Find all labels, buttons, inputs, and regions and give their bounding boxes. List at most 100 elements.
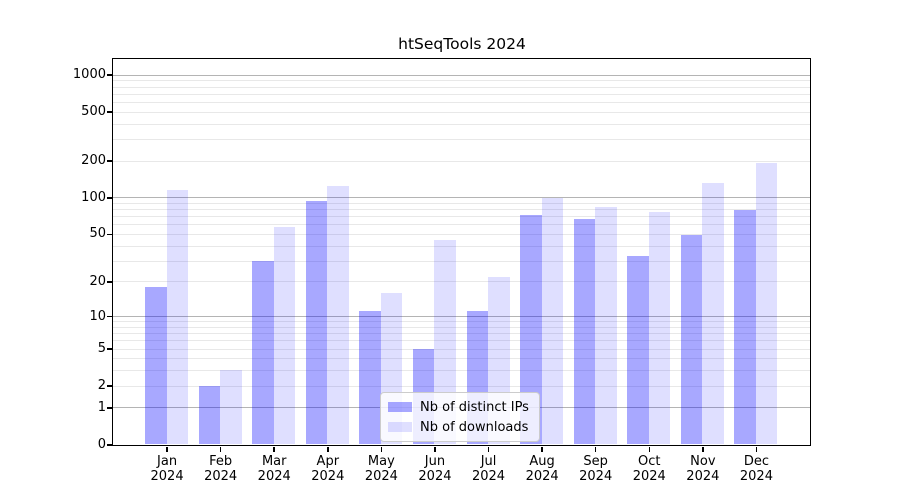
- bar-distinct-ips: [198, 385, 221, 445]
- y-tick-mark: [107, 111, 112, 113]
- x-tick-month: Jul: [480, 454, 497, 469]
- x-tick-month: May: [367, 454, 395, 469]
- bar-downloads: [648, 211, 671, 445]
- y-tick-mark: [107, 281, 112, 283]
- x-tick-year: 2024: [257, 469, 291, 484]
- bar-distinct-ips: [627, 255, 649, 445]
- gridline-minor: [113, 245, 810, 247]
- x-tick-mark: [219, 446, 222, 452]
- x-tick-mark: [273, 446, 275, 452]
- y-axis-tick-label: 1: [97, 399, 106, 415]
- gridline-minor: [113, 138, 810, 140]
- x-tick-mark: [755, 446, 758, 452]
- x-tick-month: Nov: [690, 454, 716, 469]
- x-axis-tick-label: Mar 2024: [234, 454, 314, 484]
- gridline-minor: [113, 321, 810, 323]
- x-tick-year: 2024: [579, 469, 613, 484]
- x-tick-mark: [594, 446, 597, 452]
- y-tick-mark: [107, 348, 112, 350]
- x-axis-tick-label: Jan 2024: [127, 454, 207, 484]
- x-tick-month: Dec: [743, 454, 769, 469]
- gridline-minor: [113, 209, 810, 211]
- legend-item-downloads: Nb of downloads: [388, 419, 529, 435]
- bar-downloads: [541, 197, 564, 445]
- gridline-minor: [113, 358, 810, 360]
- bar-distinct-ips: [145, 286, 167, 445]
- x-axis-tick-label: Aug 2024: [502, 454, 582, 484]
- x-tick-month: Jan: [157, 454, 178, 469]
- x-tick-year: 2024: [471, 469, 506, 484]
- y-tick-mark: [107, 233, 112, 236]
- x-axis-tick-label: Dec 2024: [716, 454, 796, 484]
- x-axis-tick-label: Sep 2024: [556, 454, 636, 484]
- y-axis-tick-label: 50: [89, 226, 106, 242]
- x-tick-month: Jun: [424, 454, 446, 469]
- x-tick-month: Oct: [638, 454, 661, 469]
- gridline-minor: [113, 101, 810, 103]
- y-axis-tick-label: 100: [81, 189, 106, 205]
- y-axis-tick-label: 10: [89, 308, 106, 324]
- y-axis-tick-label: 0: [97, 437, 106, 452]
- x-tick-month: Mar: [261, 454, 287, 469]
- gridline-minor: [113, 260, 810, 262]
- x-tick-mark: [380, 446, 383, 452]
- x-tick-mark: [327, 446, 329, 452]
- x-axis-tick-label: Jul 2024: [449, 454, 529, 484]
- x-tick-month: Aug: [529, 454, 555, 469]
- y-tick-mark: [107, 444, 112, 446]
- gridline-minor: [113, 86, 810, 88]
- gridline-minor: [113, 224, 810, 226]
- gridline-minor: [113, 326, 810, 328]
- x-tick-year: 2024: [418, 469, 452, 484]
- bar-distinct-ips: [680, 235, 703, 445]
- x-axis-tick-label: Feb 2024: [181, 454, 261, 484]
- x-tick-month: Sep: [583, 454, 608, 469]
- legend-swatch-distinct-ips: [388, 402, 412, 412]
- y-axis-tick-label: 5: [97, 341, 106, 357]
- gridline-major: [113, 316, 810, 318]
- x-axis-tick-label: Apr 2024: [288, 454, 368, 484]
- bar-downloads: [327, 185, 349, 445]
- gridline-minor: [113, 385, 810, 387]
- gridline-minor: [113, 333, 810, 335]
- legend: Nb of distinct IPs Nb of downloads: [380, 392, 540, 442]
- x-tick-year: 2024: [204, 469, 238, 484]
- bar-distinct-ips: [734, 209, 756, 445]
- x-tick-year: 2024: [311, 469, 345, 484]
- x-tick-mark: [702, 446, 704, 452]
- x-tick-mark: [434, 446, 436, 452]
- x-tick-mark: [648, 446, 651, 452]
- bar-downloads: [755, 163, 778, 445]
- bar-distinct-ips: [520, 214, 542, 445]
- y-tick-mark: [107, 160, 112, 162]
- gridline-minor: [113, 233, 810, 235]
- bar-distinct-ips: [573, 219, 596, 445]
- bar-downloads: [273, 227, 296, 445]
- x-axis-tick-label: Jun 2024: [395, 454, 475, 484]
- legend-item-distinct-ips: Nb of distinct IPs: [388, 399, 529, 415]
- gridline-minor: [113, 160, 810, 162]
- y-tick-mark: [107, 385, 112, 387]
- gridline-minor: [113, 123, 810, 125]
- chart-title: htSeqTools 2024: [398, 35, 526, 53]
- x-tick-mark: [166, 446, 168, 452]
- gridline-minor: [113, 216, 810, 218]
- legend-label-downloads: Nb of downloads: [420, 419, 529, 435]
- bar-distinct-ips: [305, 200, 328, 445]
- x-tick-year: 2024: [364, 469, 398, 484]
- gridline-minor: [113, 340, 810, 342]
- bar-downloads: [220, 370, 242, 445]
- x-tick-year: 2024: [739, 469, 773, 484]
- gridline-minor: [113, 348, 810, 350]
- x-tick-year: 2024: [150, 469, 184, 484]
- x-axis-tick-label: May 2024: [341, 454, 421, 484]
- y-tick-mark: [107, 197, 112, 199]
- bar-downloads: [595, 207, 617, 445]
- y-tick-mark: [107, 315, 112, 318]
- x-tick-mark: [541, 446, 543, 452]
- bar-downloads: [702, 183, 724, 445]
- gridline-minor: [113, 93, 810, 95]
- bar-distinct-ips: [252, 260, 274, 445]
- y-tick-mark: [107, 74, 112, 76]
